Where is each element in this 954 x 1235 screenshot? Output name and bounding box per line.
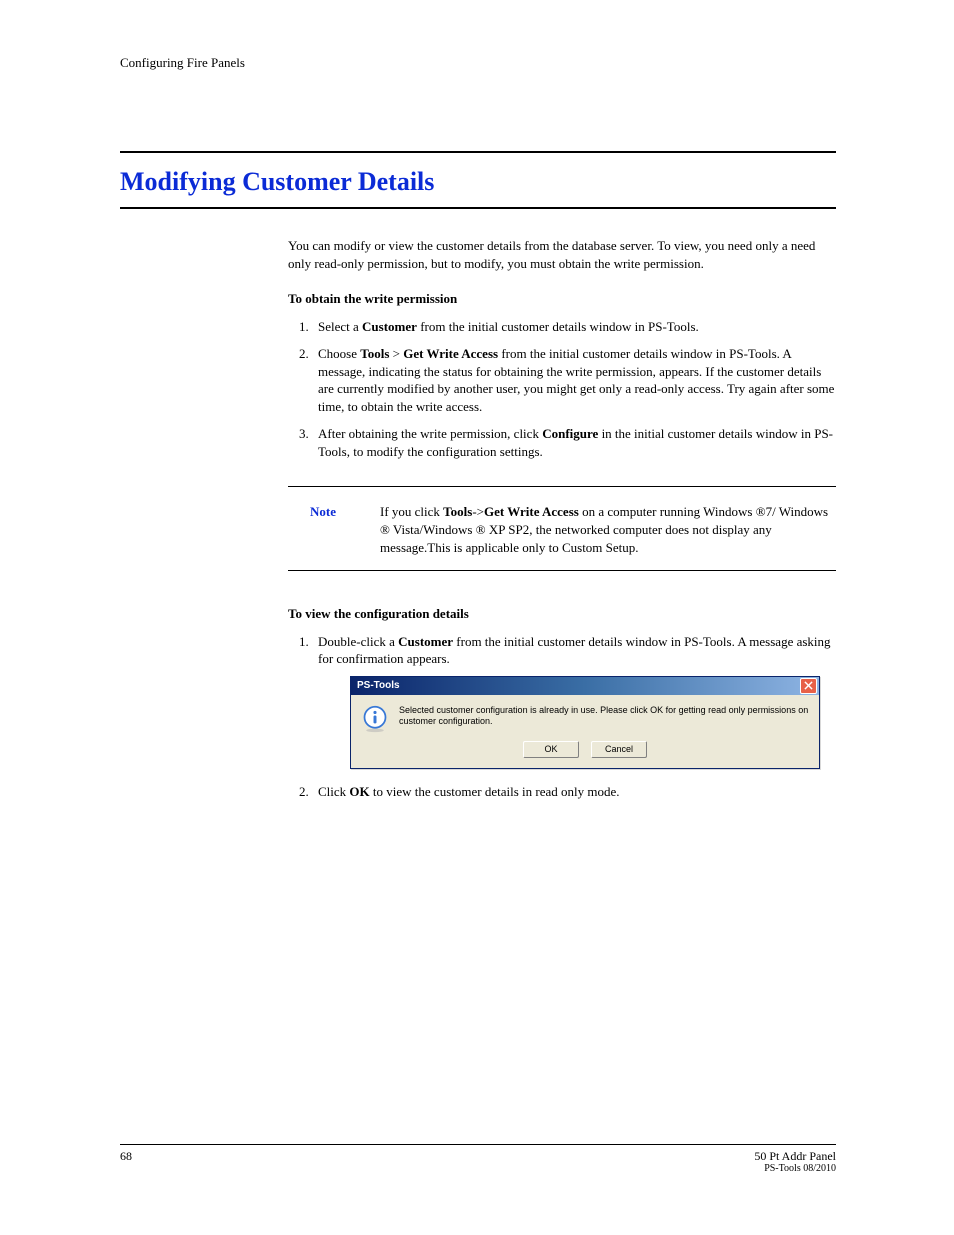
list-item: Double-click a Customer from the initial… xyxy=(312,633,836,769)
subheading-view-config: To view the configuration details xyxy=(288,605,836,623)
text-bold: Tools xyxy=(360,346,389,361)
list-item: After obtaining the write permission, cl… xyxy=(312,425,836,460)
intro-paragraph: You can modify or view the customer deta… xyxy=(288,237,836,272)
text-bold: Get Write Access xyxy=(403,346,498,361)
close-button[interactable] xyxy=(800,678,817,694)
info-icon xyxy=(361,705,389,733)
note-text: If you click Tools->Get Write Access on … xyxy=(380,503,832,556)
text-bold: OK xyxy=(349,784,369,799)
text: Double-click a xyxy=(318,634,398,649)
dialog-titlebar: PS-Tools xyxy=(351,677,819,695)
list-item: Choose Tools > Get Write Access from the… xyxy=(312,345,836,415)
running-head: Configuring Fire Panels xyxy=(120,55,836,71)
footer-product: 50 Pt Addr Panel xyxy=(754,1149,836,1163)
text-bold: Tools xyxy=(443,504,472,519)
divider xyxy=(120,151,836,153)
text: > xyxy=(389,346,403,361)
dialog-message: Selected customer configuration is alrea… xyxy=(399,705,809,733)
close-icon xyxy=(804,681,813,690)
footer-date: PS-Tools 08/2010 xyxy=(754,1163,836,1175)
divider xyxy=(120,207,836,209)
text: If you click xyxy=(380,504,443,519)
text: Choose xyxy=(318,346,360,361)
dialog-title: PS-Tools xyxy=(357,679,400,693)
text-bold: Get Write Access xyxy=(484,504,579,519)
note-label: Note xyxy=(310,503,380,556)
text-bold: Configure xyxy=(542,426,598,441)
list-item: Select a Customer from the initial custo… xyxy=(312,318,836,336)
divider xyxy=(288,570,836,571)
list-item: Click OK to view the customer details in… xyxy=(312,783,836,801)
section-title: Modifying Customer Details xyxy=(120,167,836,197)
steps-list-obtain-write: Select a Customer from the initial custo… xyxy=(288,318,836,461)
subheading-obtain-write: To obtain the write permission xyxy=(288,290,836,308)
text-bold: Customer xyxy=(398,634,453,649)
text: After obtaining the write permission, cl… xyxy=(318,426,542,441)
cancel-button[interactable]: Cancel xyxy=(591,741,647,758)
text: Select a xyxy=(318,319,362,334)
note-box: Note If you click Tools->Get Write Acces… xyxy=(288,486,836,571)
text: Click xyxy=(318,784,349,799)
divider xyxy=(120,1144,836,1145)
text-bold: Customer xyxy=(362,319,417,334)
ok-button[interactable]: OK xyxy=(523,741,579,758)
text: to view the customer details in read onl… xyxy=(370,784,620,799)
page-number: 68 xyxy=(120,1149,132,1175)
steps-list-view-config: Double-click a Customer from the initial… xyxy=(288,633,836,801)
text: -> xyxy=(472,504,484,519)
text: from the initial customer details window… xyxy=(417,319,699,334)
page-footer: 68 50 Pt Addr Panel PS-Tools 08/2010 xyxy=(120,1144,836,1175)
dialog-ps-tools: PS-Tools xyxy=(350,676,820,769)
